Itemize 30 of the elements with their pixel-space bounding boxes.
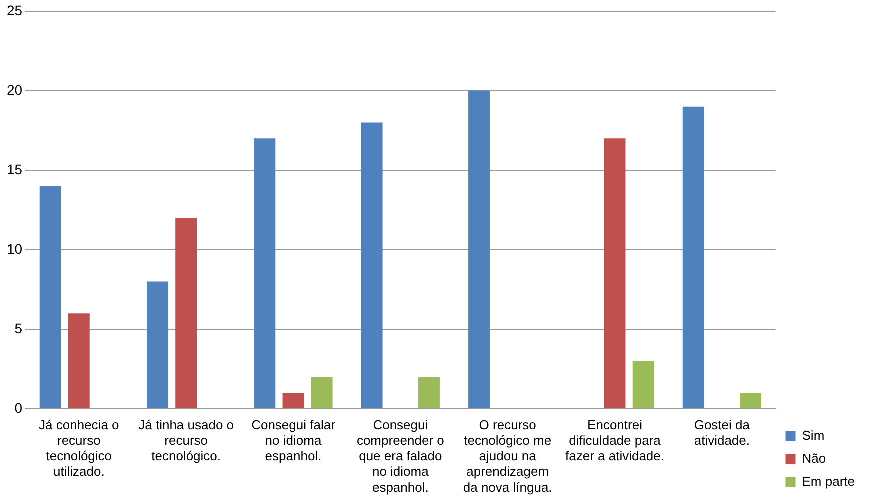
legend-label: Sim xyxy=(802,428,825,444)
bar xyxy=(147,282,168,408)
x-tick-label: Já tinha usado o recurso tecnológico. xyxy=(138,417,234,464)
x-tick-label: O recurso tecnológico me ajudou na aprendizagem da nova língua. xyxy=(463,417,552,495)
bar xyxy=(418,377,440,408)
y-tick-label: 20 xyxy=(6,82,23,98)
bar xyxy=(361,122,383,408)
bar xyxy=(682,106,704,408)
legend-label: Em parte xyxy=(802,474,856,490)
x-tick-label: Encontrei dificuldade para fazer a atividade. xyxy=(565,417,665,464)
bar xyxy=(604,138,626,408)
x-tick-label: Consegui falar no idioma espanhol. xyxy=(252,417,336,464)
y-tick-label: 10 xyxy=(6,240,23,257)
bar xyxy=(40,186,62,408)
bar xyxy=(176,218,198,408)
x-tick-label: Já conhecia o recurso tecnológico utilizado. xyxy=(39,417,120,480)
y-tick-label: 5 xyxy=(14,320,23,336)
y-tick-label: 25 xyxy=(6,2,23,18)
bar xyxy=(68,314,90,408)
bar xyxy=(632,361,654,408)
bar xyxy=(282,393,304,408)
bar xyxy=(311,377,333,408)
bar xyxy=(254,138,276,408)
x-tick-label: Gostei da atividade. xyxy=(694,417,751,448)
y-tick-label: 15 xyxy=(6,161,23,178)
bar xyxy=(740,393,762,408)
legend-label: Não xyxy=(802,451,826,466)
bar xyxy=(468,90,490,408)
x-tick-label: Consegui compreender o que era falado no idioma espanhol. xyxy=(356,417,444,495)
y-tick-label: 0 xyxy=(14,400,23,416)
